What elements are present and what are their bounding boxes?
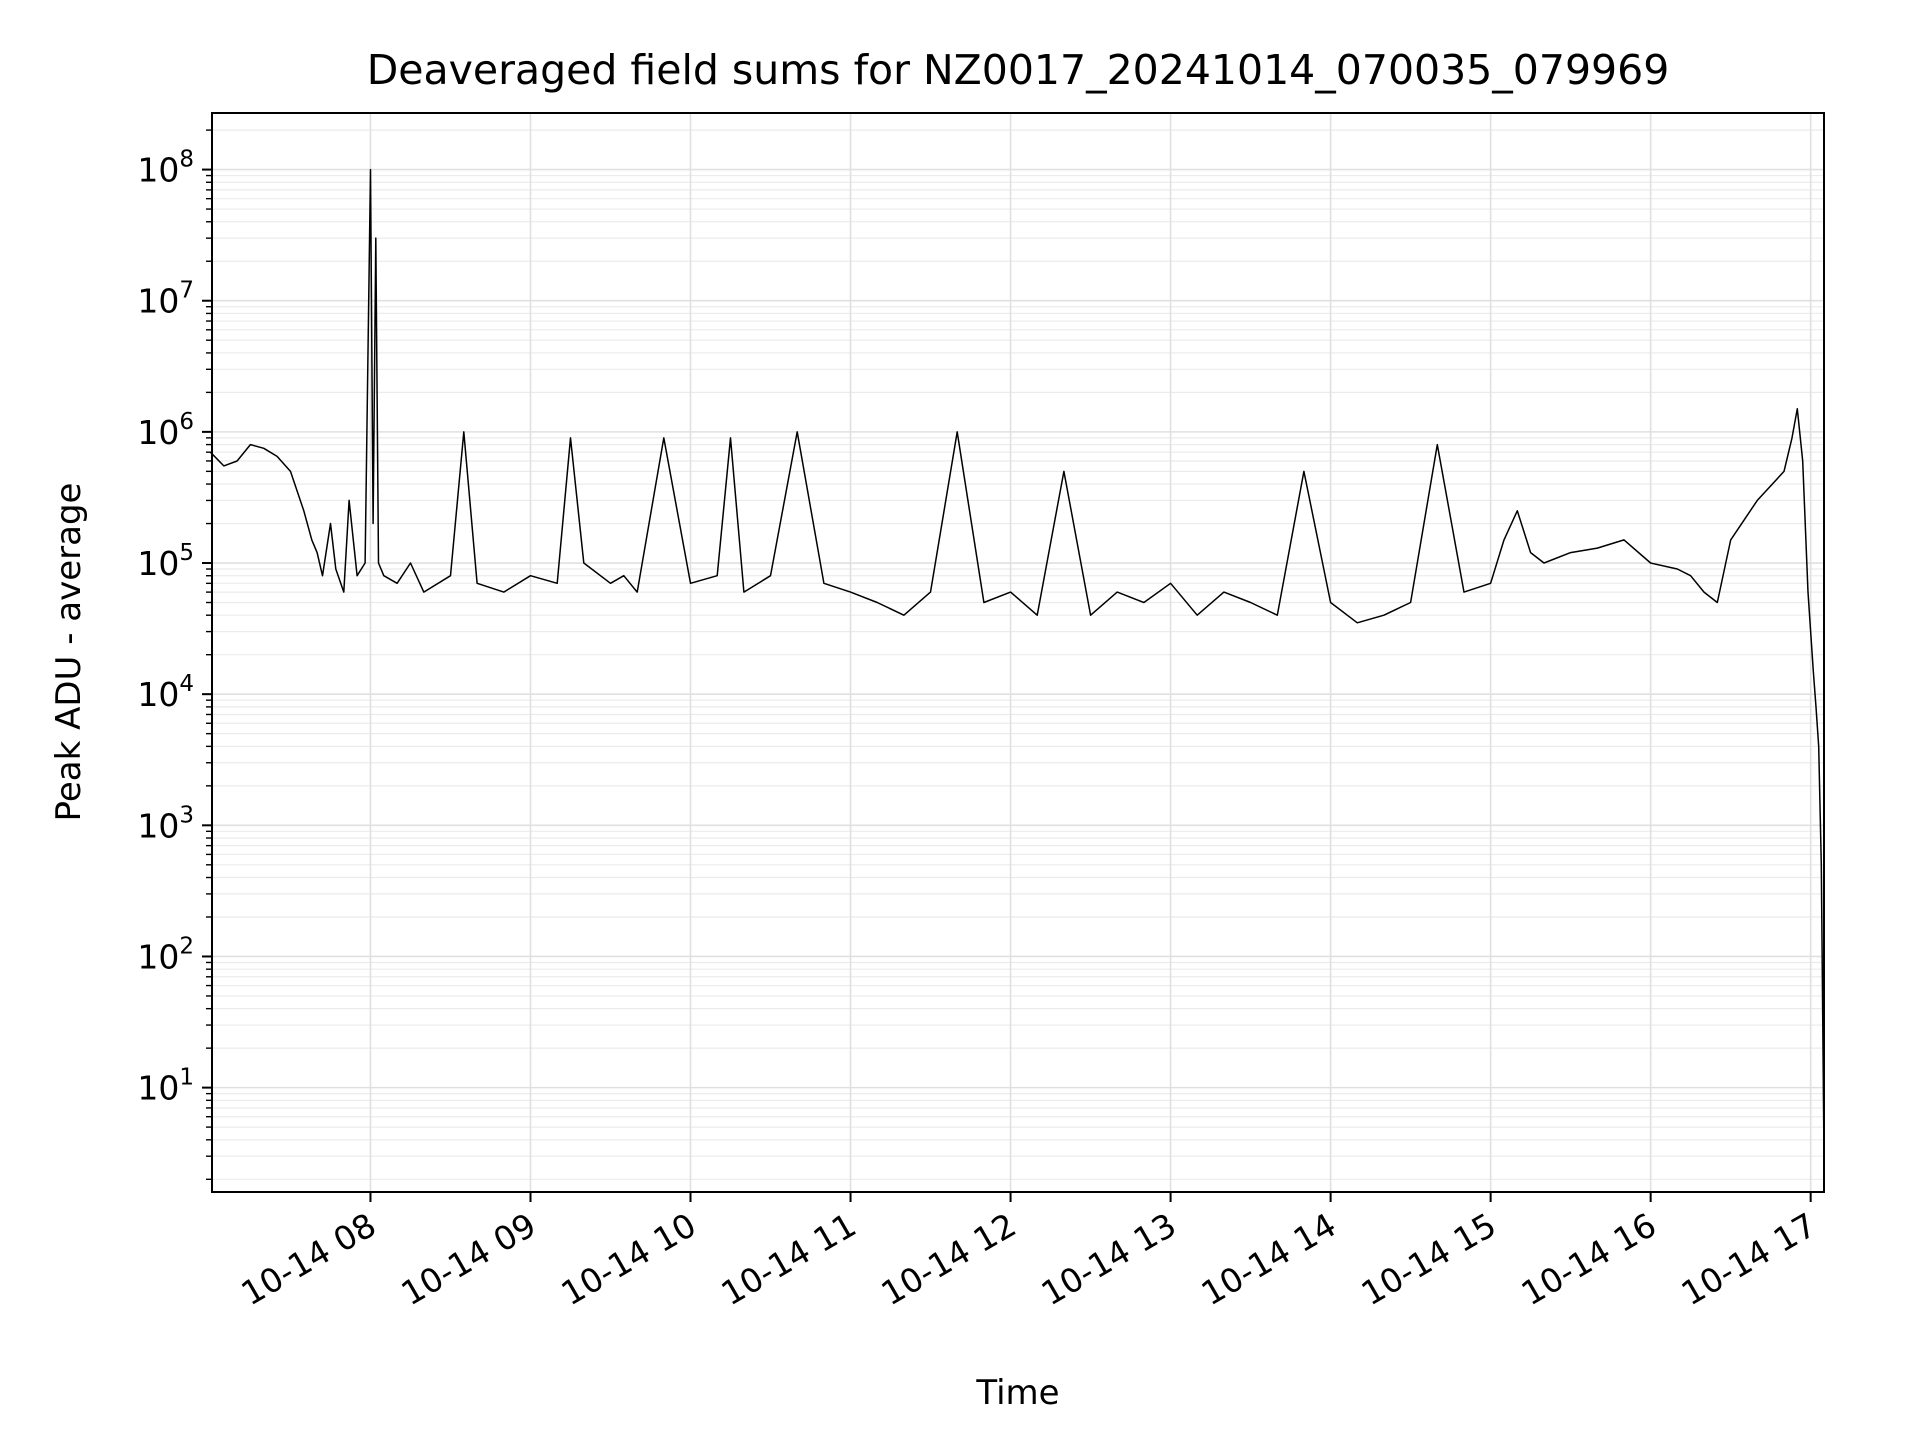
- y-tick-label: 107: [137, 278, 194, 321]
- chart-title: Deaveraged field sums for NZ0017_2024101…: [367, 46, 1670, 94]
- x-tick-label: 10-14 14: [1195, 1205, 1343, 1313]
- y-tick-label: 105: [137, 540, 194, 583]
- x-tick-label: 10-14 10: [555, 1205, 703, 1313]
- y-tick-label: 102: [137, 933, 194, 976]
- y-tick-label: 106: [137, 409, 194, 452]
- y-axis: 101 102 103 104 105 106 107 108: [137, 129, 212, 1180]
- x-tick-label: 10-14 13: [1035, 1205, 1183, 1313]
- series-layer: [209, 168, 1825, 1157]
- plot-frame: [211, 112, 1825, 1193]
- y-tick-label: 103: [137, 802, 194, 845]
- y-axis-title: Peak ADU - average: [49, 483, 89, 822]
- x-tick-label: 10-14 17: [1675, 1205, 1823, 1313]
- x-axis: 10-14 08 10-14 09 10-14 10 10-14 11 10-14 12…: [234, 1192, 1823, 1313]
- x-tick-label: 10-14 11: [715, 1205, 863, 1313]
- x-tick-label: 10-14 09: [394, 1205, 542, 1313]
- x-tick-label: 10-14 12: [875, 1205, 1023, 1313]
- minor-gridlines: [212, 129, 1824, 1180]
- x-tick-label: 10-14 16: [1515, 1205, 1663, 1313]
- series-line: [209, 168, 1825, 1157]
- x-axis-title: Time: [975, 1373, 1059, 1413]
- y-tick-label: 101: [137, 1065, 194, 1108]
- x-tick-label: 10-14 08: [234, 1205, 382, 1313]
- y-tick-label: 108: [137, 147, 194, 190]
- major-gridlines: [212, 113, 1824, 1192]
- y-tick-label: 104: [137, 671, 194, 714]
- x-tick-label: 10-14 15: [1355, 1205, 1503, 1313]
